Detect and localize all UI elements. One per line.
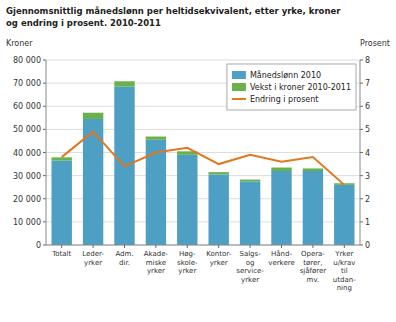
x-tick xyxy=(250,245,251,248)
x-tick-label-line: og xyxy=(246,259,255,267)
x-tick-label: Totalt xyxy=(51,250,71,258)
plot-area xyxy=(46,60,360,245)
x-tick-label: Hånd-verkere xyxy=(268,249,294,267)
bar xyxy=(51,161,71,245)
y2-tick-label: 3 xyxy=(365,172,370,181)
x-tick-label-line: mv. xyxy=(307,276,320,284)
x-tick-label-line: Opera- xyxy=(301,250,325,258)
y2-axis-line xyxy=(360,60,361,245)
x-tick-label: Adm.dir. xyxy=(115,250,133,267)
y-tick-label: 70 000 xyxy=(13,79,41,88)
y2-tick-label: 0 xyxy=(365,241,370,250)
grid-line xyxy=(46,60,360,61)
legend-swatch xyxy=(232,98,246,100)
legend-swatch xyxy=(232,71,246,79)
x-tick-label-line: service- xyxy=(236,267,264,275)
x-tick-label-line: Adm. xyxy=(115,250,133,258)
y2-tick-label: 1 xyxy=(365,218,370,227)
y-tick-label: 30 000 xyxy=(13,172,41,181)
x-tick xyxy=(218,245,219,248)
legend-swatch xyxy=(232,83,246,91)
x-tick-label-line: dir. xyxy=(119,259,130,267)
x-tick-label: Høg-skole-yrker xyxy=(177,250,198,275)
x-tick-label-line: tører, xyxy=(303,259,322,267)
bar xyxy=(177,155,197,245)
y-tick-label: 40 000 xyxy=(13,149,41,158)
x-tick-label-line: Totalt xyxy=(51,250,71,258)
x-tick-label-line: til xyxy=(341,267,348,275)
line xyxy=(62,132,345,185)
x-tick-label-line: yrker xyxy=(147,267,165,275)
y-axis-label: Kroner xyxy=(6,39,33,48)
y2-axis-label: Prosent xyxy=(360,39,390,48)
y-axis-line xyxy=(46,60,47,245)
y-tick-label: 50 000 xyxy=(13,125,41,134)
x-tick-label-line: Leder- xyxy=(82,250,104,258)
x-tick-label: Yrkeru/kravtilutdan-ning xyxy=(333,250,356,292)
x-tick-label: Opera-tører,sjåførermv. xyxy=(300,250,327,284)
x-tick-label: Salgs-ogservice-yrker xyxy=(236,250,264,284)
y-tick-label: 80 000 xyxy=(13,56,41,65)
x-tick xyxy=(344,245,345,248)
bar xyxy=(114,81,134,86)
legend: Månedslønn 2010 Vekst i kroner 2010-2011 E… xyxy=(227,64,356,110)
x-tick-label-line: sjåfører xyxy=(300,266,327,275)
x-tick-label: Kontor-yrker xyxy=(206,250,231,267)
x-tick xyxy=(155,245,156,248)
bar xyxy=(208,174,228,245)
x-tick-label-line: yrker xyxy=(241,276,259,284)
x-tick-label-line: miske xyxy=(146,259,167,267)
bar xyxy=(271,171,291,245)
x-tick-label-line: Salgs- xyxy=(239,250,261,258)
y-tick-label: 20 000 xyxy=(13,195,41,204)
x-tick-label-line: yrker xyxy=(210,259,228,267)
x-tick-label-line: verkere xyxy=(268,259,294,267)
y-tick-label: 60 000 xyxy=(13,102,41,111)
bar xyxy=(303,171,323,245)
x-tick-label-line: u/krav xyxy=(333,259,355,267)
bar xyxy=(83,113,103,119)
x-tick-label-line: skole- xyxy=(177,259,198,267)
y2-tick-label: 8 xyxy=(365,56,370,65)
legend-label: Endring i prosent xyxy=(250,95,319,104)
x-tick xyxy=(312,245,313,248)
legend-label: Vekst i kroner 2010-2011 xyxy=(250,83,351,92)
x-tick-label-line: Kontor- xyxy=(206,250,231,258)
x-tick-label: Leder-yrker xyxy=(82,250,104,267)
x-tick-label-line: ning xyxy=(337,284,352,292)
y-tick-label: 0 xyxy=(36,241,41,250)
chart: Gjennomsnittlig månedslønn per heltidsek… xyxy=(0,0,396,322)
x-tick-label-line: Høg- xyxy=(179,250,196,258)
bar xyxy=(240,181,260,245)
legend-frame xyxy=(227,64,356,110)
x-tick-label-line: utdan- xyxy=(333,276,356,284)
bar xyxy=(208,172,228,174)
x-tick xyxy=(187,245,188,248)
x-tick xyxy=(93,245,94,248)
y2-tick-label: 2 xyxy=(365,195,370,204)
x-tick xyxy=(281,245,282,248)
y2-tick-label: 6 xyxy=(365,102,370,111)
legend-label: Månedslønn 2010 xyxy=(250,70,321,80)
y-tick-label: 10 000 xyxy=(13,218,41,227)
y2-tick-label: 4 xyxy=(365,149,370,158)
bar xyxy=(303,168,323,171)
x-tick-label-line: Akade- xyxy=(144,250,169,258)
bar xyxy=(146,137,166,140)
bar xyxy=(271,168,291,171)
bar xyxy=(240,180,260,182)
x-tick-label-line: Hånd- xyxy=(271,249,292,258)
x-tick xyxy=(61,245,62,248)
x-tick-label-line: Yrker xyxy=(334,250,353,258)
x-tick xyxy=(124,245,125,248)
bar xyxy=(51,157,71,160)
x-tick-label: Akade-miskeyrker xyxy=(144,250,169,275)
y2-tick-label: 5 xyxy=(365,125,370,134)
title: Gjennomsnittlig månedslønn per heltidsek… xyxy=(6,6,341,16)
bar xyxy=(334,185,354,245)
x-tick-label-line: yrker xyxy=(84,259,102,267)
subtitle: og endring i prosent. 2010-2011 xyxy=(6,18,161,28)
x-tick-label-line: yrker xyxy=(178,267,196,275)
y2-tick-label: 7 xyxy=(365,79,370,88)
